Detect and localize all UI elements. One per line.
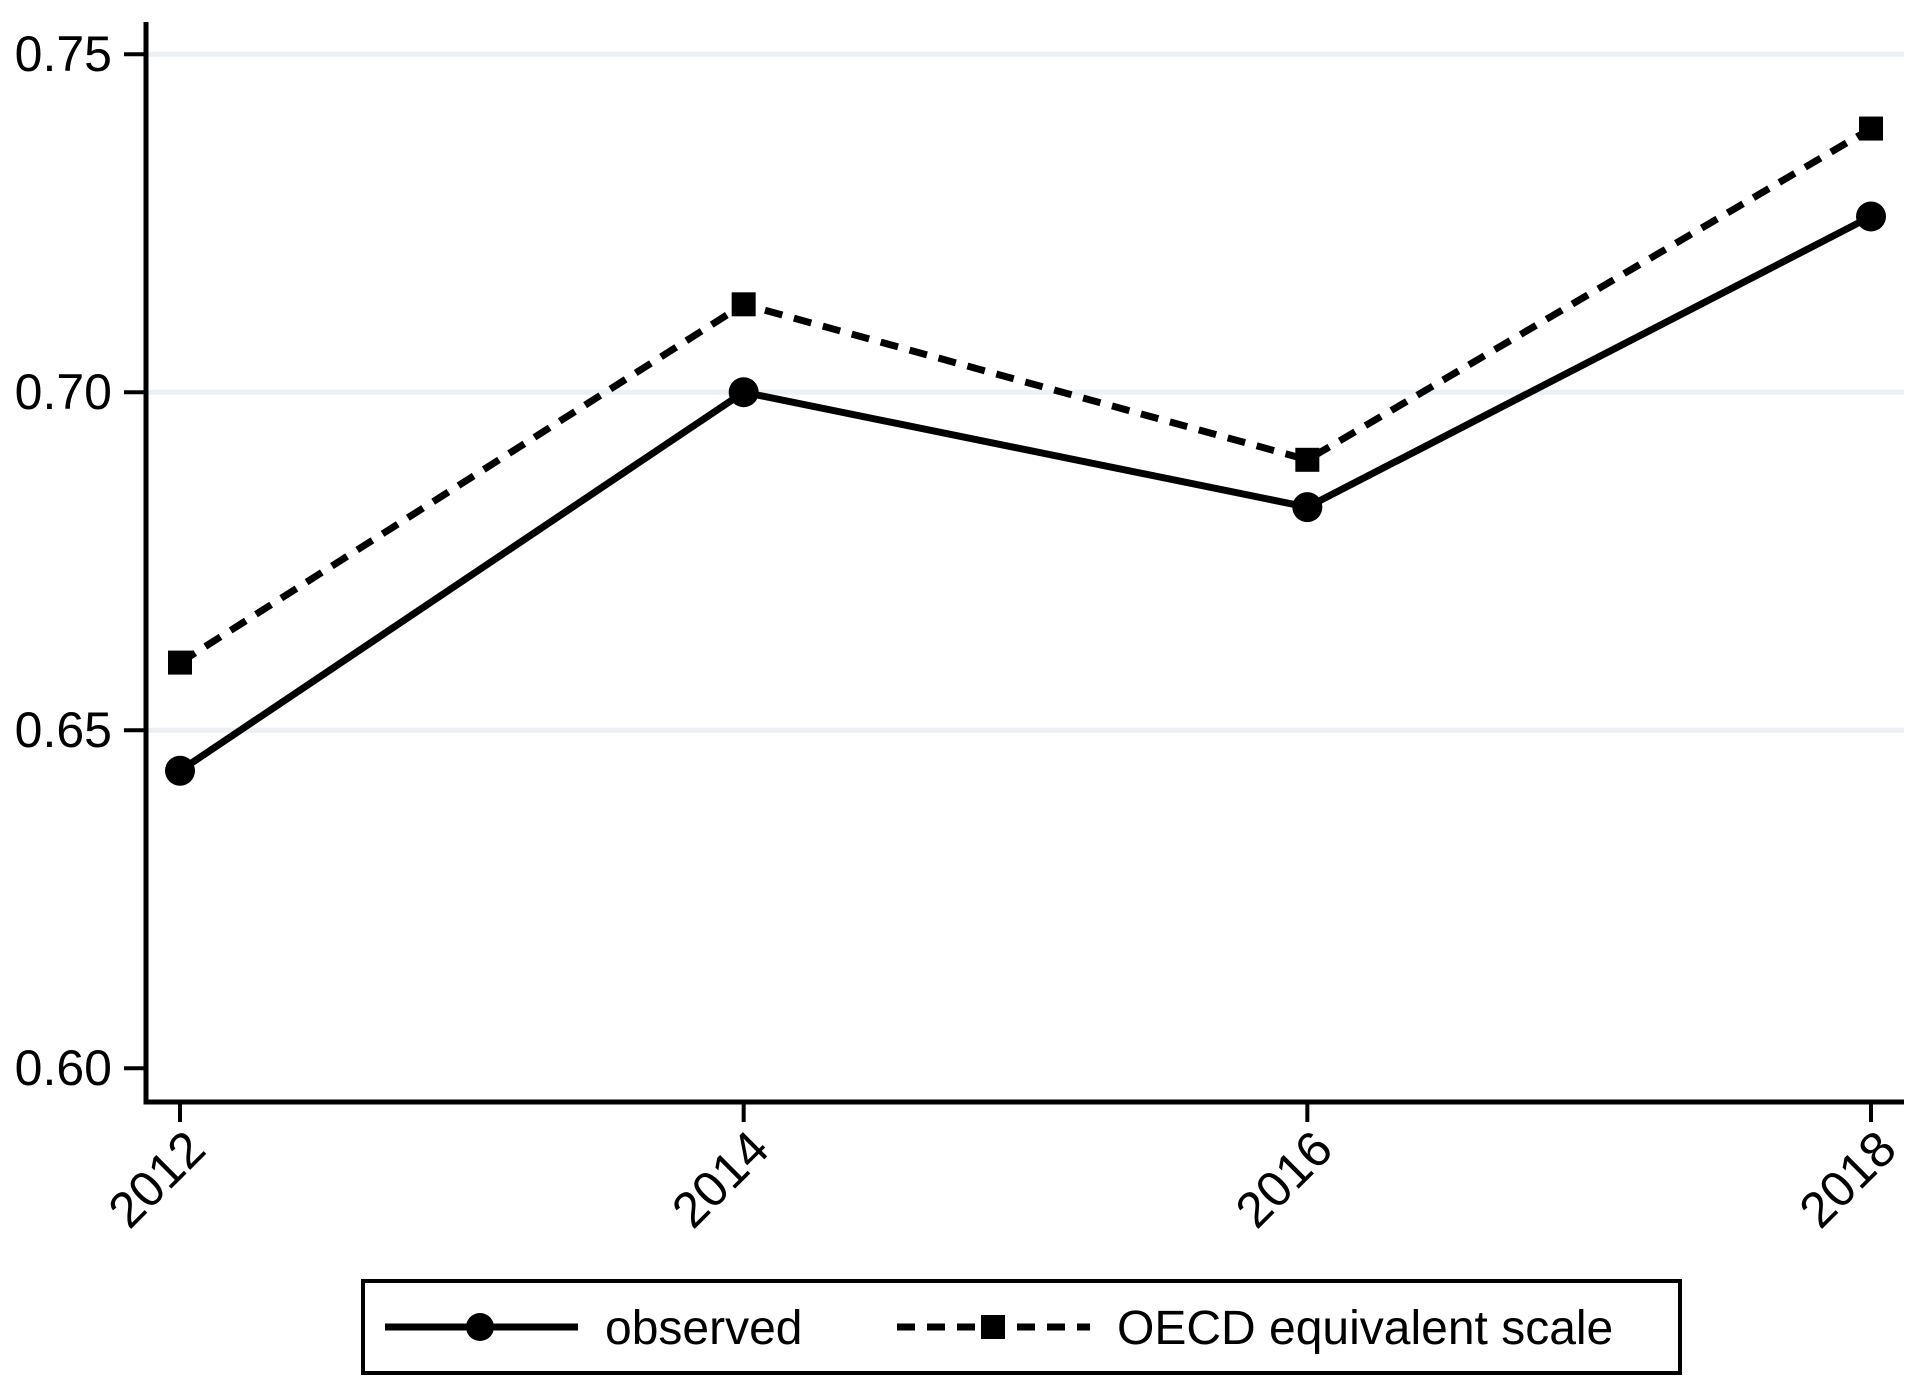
legend-marker-square <box>981 1315 1005 1339</box>
data-marker-square <box>1295 447 1320 472</box>
data-marker-circle <box>728 377 759 408</box>
data-marker-square <box>168 650 192 675</box>
x-tick-label: 2014 <box>661 1120 779 1238</box>
y-tick-label: 0.65 <box>15 702 112 758</box>
y-tick-label: 0.60 <box>15 1040 112 1096</box>
legend-marker-circle <box>466 1313 494 1341</box>
x-tick-label: 2018 <box>1789 1120 1907 1238</box>
legend-label-observed: observed <box>605 1302 802 1355</box>
series-line-circle <box>178 213 1873 774</box>
data-marker-square <box>1859 116 1884 141</box>
data-marker-circle <box>1856 201 1887 232</box>
data-marker-square <box>731 292 756 317</box>
x-tick-label: 2016 <box>1225 1120 1343 1238</box>
y-tick-label: 0.75 <box>15 26 112 82</box>
legend-label-oecd: OECD equivalent scale <box>1117 1302 1613 1355</box>
data-marker-circle <box>165 755 195 786</box>
x-tick-label: 2012 <box>98 1120 216 1238</box>
y-tick-label: 0.70 <box>15 364 112 420</box>
series-line-square <box>178 125 1873 666</box>
legend: observed OECD equivalent scale <box>361 1279 1682 1375</box>
data-marker-circle <box>1292 492 1323 523</box>
